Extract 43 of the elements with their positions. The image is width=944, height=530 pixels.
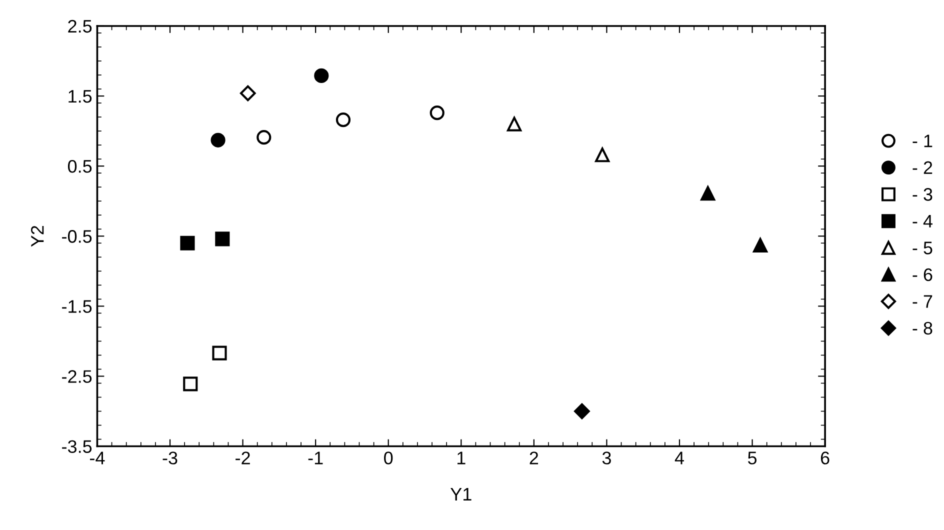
point (256, 130, 272, 145)
x-tick-label: 3 (602, 452, 611, 464)
legend-label: - 1 (912, 134, 932, 148)
y-tick-label: -0.5 (62, 230, 92, 243)
legend-label: - 2 (912, 161, 932, 174)
y-tick-label: -2.5 (62, 370, 92, 383)
point (210, 132, 226, 148)
legend-label: - 7 (912, 295, 932, 308)
point (180, 236, 195, 250)
point (336, 112, 351, 128)
x-tick-label: -3 (162, 452, 178, 464)
x-axis-title: Y1 (450, 488, 472, 500)
x-tick-label: 6 (820, 452, 830, 464)
y-axis-title: Y2 (31, 226, 44, 247)
point (595, 148, 610, 162)
point (752, 238, 768, 253)
y-tick-label: 0.5 (68, 160, 92, 173)
point (430, 106, 444, 120)
x-tick-label: 0 (384, 452, 393, 464)
x-tick-label: 2 (530, 452, 538, 464)
point (314, 68, 329, 83)
x-tick-label: 5 (748, 452, 757, 464)
y-tick-label: -3.5 (62, 440, 92, 453)
point (212, 346, 227, 360)
point (574, 403, 590, 420)
legend-label: - 4 (912, 214, 932, 228)
legend-label: - 6 (912, 268, 932, 282)
y-tick-label: -1.5 (62, 300, 92, 313)
x-tick-label: -4 (90, 452, 105, 464)
legend-label: - 8 (912, 322, 932, 335)
legend-label: - 5 (912, 242, 932, 254)
point (240, 85, 256, 102)
point (183, 376, 198, 392)
x-tick-label: -1 (308, 452, 323, 464)
point (506, 116, 522, 132)
x-tick-label: 4 (674, 452, 684, 464)
y-tick-label: 1.5 (68, 90, 92, 103)
point (700, 186, 716, 201)
y-tick-label: 2.5 (68, 20, 92, 33)
x-tick-label: 1 (458, 452, 466, 464)
x-tick-label: -2 (236, 452, 250, 464)
legend-label: - 3 (912, 188, 932, 201)
point (215, 232, 230, 246)
